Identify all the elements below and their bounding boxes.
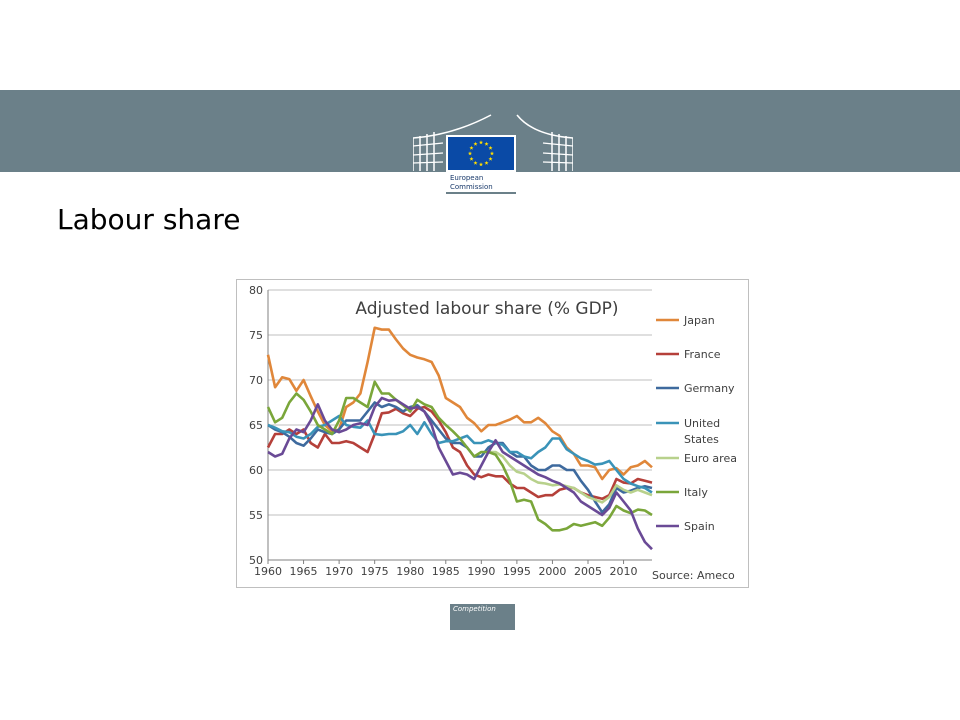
y-tick-label: 55	[249, 509, 263, 522]
eu-star	[478, 162, 484, 167]
footer-tag-label: Competition	[453, 605, 496, 613]
eu-stars	[467, 140, 495, 167]
x-tick-label: 1990	[467, 565, 495, 578]
legend-label: Spain	[684, 520, 715, 533]
logo-building-right	[516, 114, 573, 171]
logo-text-line2: Commission	[450, 183, 493, 191]
x-tick-label: 2010	[610, 565, 638, 578]
slide-title: Labour share	[57, 203, 241, 236]
x-tick-label: 1970	[325, 565, 353, 578]
chart-gridlines	[268, 289, 652, 516]
y-tick-label: 80	[249, 284, 263, 297]
chart-series	[266, 326, 653, 551]
chart-title: Adjusted labour share (% GDP)	[355, 299, 618, 319]
legend-label-line2: States	[684, 433, 719, 446]
x-tick-label: 2005	[574, 565, 602, 578]
eu-star	[467, 151, 473, 156]
eu-star	[484, 141, 489, 146]
eu-star	[489, 151, 495, 156]
legend-label: France	[684, 348, 721, 361]
y-tick-label: 70	[249, 374, 263, 387]
eu-star	[484, 160, 489, 165]
european-commission-logo: European Commission	[413, 113, 573, 196]
legend-label: Italy	[684, 486, 708, 499]
x-tick-label: 1995	[503, 565, 531, 578]
y-tick-labels: 50 55 60 65 70 75 80	[249, 284, 263, 567]
legend-label: Japan	[683, 314, 715, 327]
chart-source: Source: Ameco	[652, 569, 735, 582]
logo-graphic: European Commission	[413, 114, 573, 196]
eu-star	[488, 145, 493, 150]
y-tick-label: 65	[249, 419, 263, 432]
x-tick-label: 1980	[396, 565, 424, 578]
series-line-spain	[267, 396, 653, 551]
labour-share-chart: 50 55 60 65 70 75 80 1960 1965 1970 1975 1980 1985 1…	[236, 279, 749, 588]
footer-tag: Competition	[450, 604, 515, 630]
x-tick-label: 1985	[432, 565, 460, 578]
series-line-euro-area	[488, 450, 653, 504]
x-tick-label: 1975	[361, 565, 389, 578]
x-tick-labels: 1960 1965 1970 1975 1980 1985 1990 1995 2000 2005…	[254, 565, 638, 578]
y-tick-label: 60	[249, 464, 263, 477]
legend-label: Germany	[684, 382, 735, 395]
y-tick-label: 75	[249, 329, 263, 342]
logo-building-left	[413, 114, 492, 171]
x-tick-label: 2000	[538, 565, 566, 578]
eu-star	[469, 145, 474, 150]
eu-star	[469, 156, 474, 161]
legend-label: United	[684, 417, 720, 430]
series-line-france	[266, 405, 653, 501]
chart-legend: Japan France Germany United States Euro area I…	[656, 314, 737, 533]
series-line-japan	[266, 326, 653, 481]
legend-label: Euro area	[684, 452, 737, 465]
eu-star	[478, 140, 484, 145]
logo-text-line1: European	[450, 174, 483, 182]
eu-star	[473, 160, 478, 165]
eu-star	[488, 156, 493, 161]
x-tick-label: 1960	[254, 565, 282, 578]
y-tick-label: 50	[249, 554, 263, 567]
series-line-italy	[266, 380, 653, 532]
eu-star	[473, 141, 478, 146]
x-tick-label: 1965	[290, 565, 318, 578]
